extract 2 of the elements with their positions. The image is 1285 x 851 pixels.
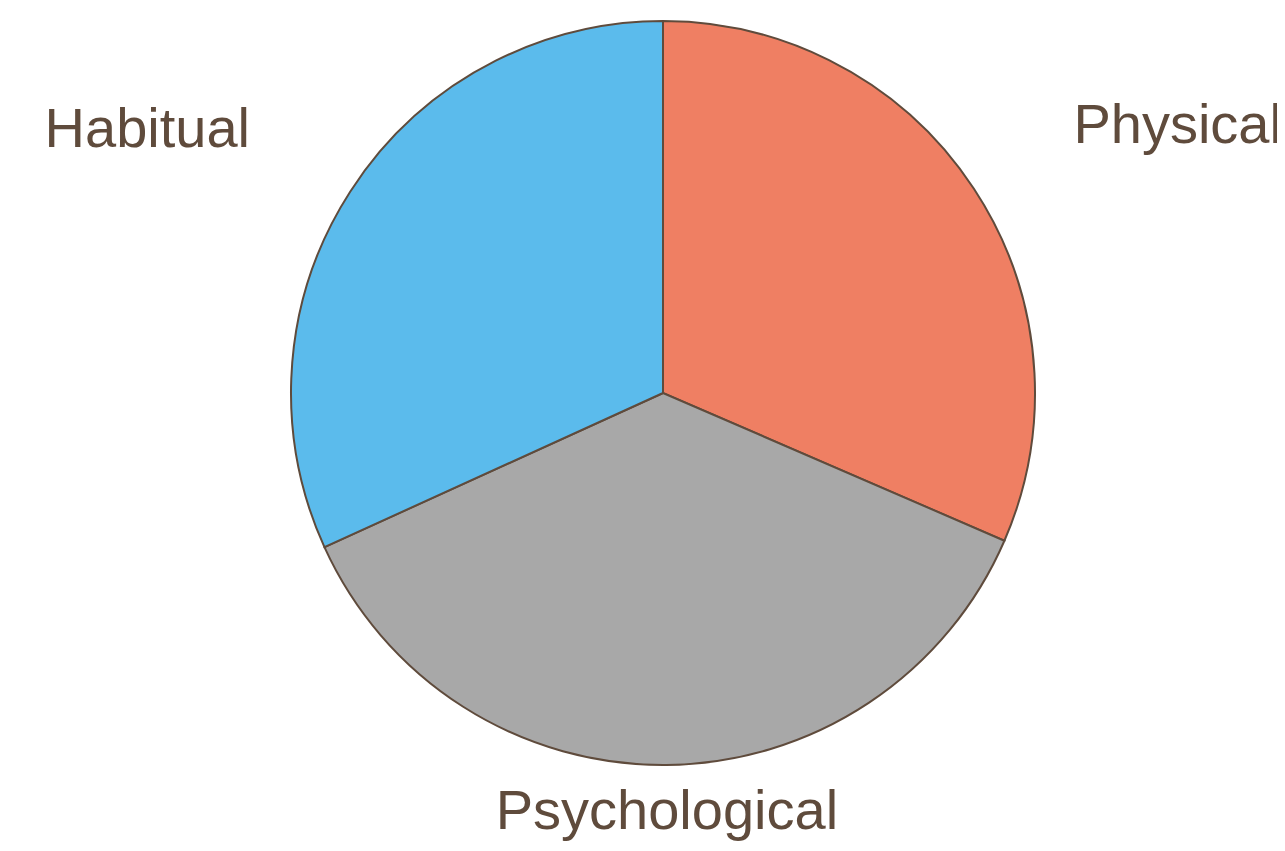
slice-label: Habitual (44, 95, 251, 159)
slice-label: Psychological (495, 778, 839, 842)
